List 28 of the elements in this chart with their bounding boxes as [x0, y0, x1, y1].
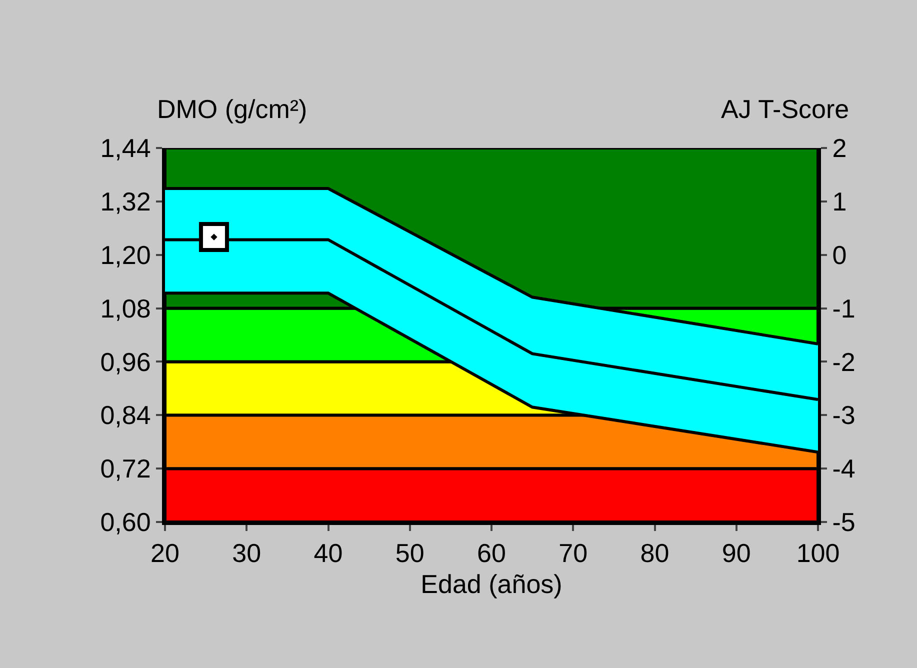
y-tick-label: 1,20 — [100, 240, 151, 270]
x-tick-label: 50 — [395, 538, 424, 568]
y2-tick-label: 0 — [832, 240, 847, 270]
y-tick-label: 0,96 — [100, 346, 151, 377]
y-tick-label: 1,08 — [100, 293, 151, 324]
y2-axis-title: AJ T-Score — [721, 94, 850, 124]
x-tick-label: 70 — [558, 538, 588, 568]
x-tick-label: 100 — [796, 538, 840, 568]
x-tick-label: 60 — [477, 538, 506, 568]
x-tick-label: 80 — [640, 538, 670, 568]
y2-tick-label: 2 — [832, 133, 847, 164]
y-tick-label: 0,60 — [100, 507, 151, 538]
x-tick-label: 20 — [150, 538, 180, 568]
x-axis-title: Edad (años) — [420, 568, 562, 599]
x-tick-label: 90 — [722, 538, 751, 568]
x-tick-label: 40 — [314, 538, 343, 568]
y2-tick-label: -4 — [832, 454, 856, 484]
y2-tick-label: -5 — [832, 507, 856, 538]
y2-tick-label: -1 — [832, 293, 856, 324]
y-tick-label: 0,72 — [100, 454, 151, 484]
y-axis-title: DMO (g/cm²) — [157, 94, 308, 124]
y2-tick-label: -2 — [832, 346, 856, 377]
y-tick-label: 1,32 — [100, 186, 151, 217]
y-tick-label: 0,84 — [100, 400, 151, 430]
y2-tick-label: 1 — [832, 186, 847, 217]
y2-tick-label: -3 — [832, 400, 856, 430]
y-tick-label: 1,44 — [100, 133, 151, 164]
x-tick-label: 30 — [232, 538, 262, 568]
